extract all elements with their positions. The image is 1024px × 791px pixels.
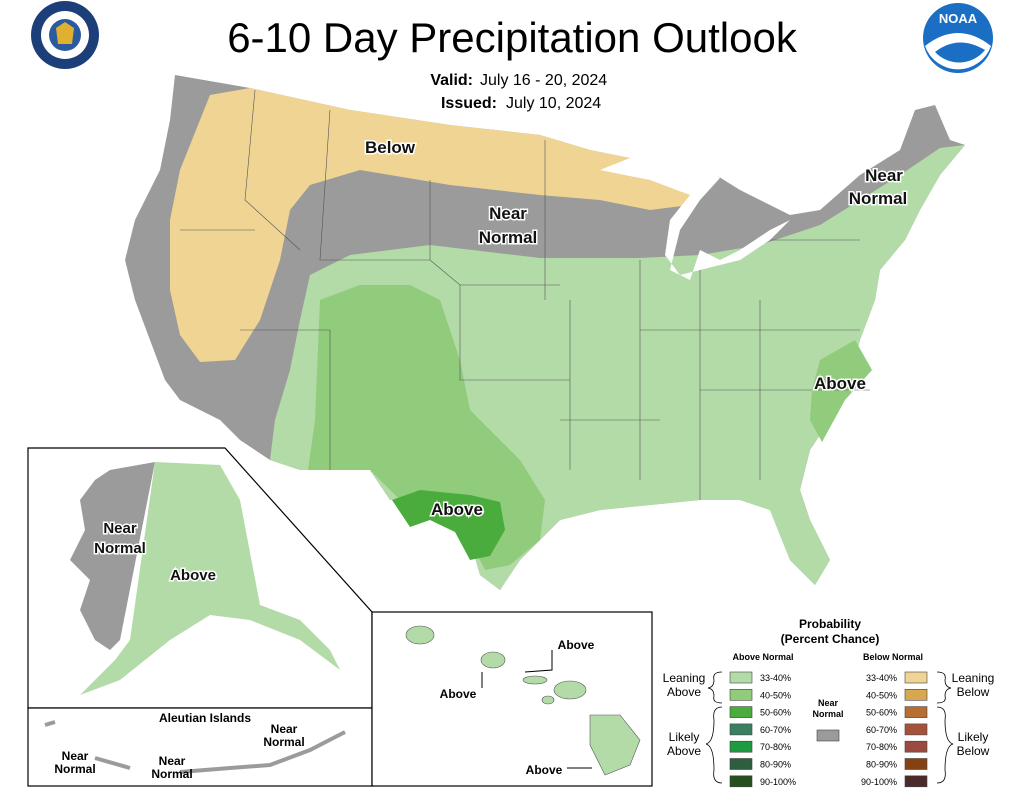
legend-item-label: 70-80% <box>866 742 897 752</box>
column-title: Above Normal <box>732 652 793 662</box>
legend-swatch <box>729 740 753 753</box>
alaska-near-normal <box>70 462 155 650</box>
legend-swatch <box>904 740 928 753</box>
island <box>405 625 435 645</box>
legend-swatch <box>904 758 928 770</box>
legend-swatch <box>904 775 928 788</box>
conus-label: Normal <box>849 189 908 208</box>
near-normal-label: Normal <box>812 709 843 719</box>
aleutians-label: Normal <box>54 762 95 776</box>
hawaii-label: Above <box>440 687 477 701</box>
aleutians-label: Normal <box>263 735 304 749</box>
legend-swatch <box>729 706 753 718</box>
legend-swatch <box>729 723 753 736</box>
legend-swatch <box>729 688 753 701</box>
legend-swatch <box>729 758 753 770</box>
commerce-seal <box>31 1 99 69</box>
legend-item-label: 60-70% <box>866 725 897 735</box>
state-lines <box>180 89 870 500</box>
legend-swatch <box>904 723 928 736</box>
alaska-label: Above <box>170 567 216 584</box>
aleutians-label: Near <box>62 749 89 763</box>
conus-above-50 <box>392 490 505 560</box>
logo-text: NOAA <box>939 11 978 26</box>
legend-item-label: 33-40% <box>760 673 791 683</box>
aleutians-label: Normal <box>151 767 192 781</box>
legend-swatch <box>904 706 928 718</box>
alaska-label: Near <box>103 520 137 537</box>
legend-title: Probability <box>799 617 861 631</box>
legend-item-label: 90-100% <box>861 777 897 787</box>
island <box>480 651 506 669</box>
conus: Below Near Normal Near Normal Above Abov… <box>125 75 965 590</box>
group-label: Leaning <box>952 671 995 685</box>
group-label: Below <box>957 744 990 758</box>
group-label: Likely <box>958 730 989 744</box>
legend-item-label: 40-50% <box>866 690 897 700</box>
legend-item-label: 50-60% <box>866 708 897 718</box>
island <box>553 680 587 700</box>
legend-swatch <box>729 775 753 788</box>
conus-label: Near <box>865 166 903 185</box>
aleutian-chain <box>44 720 346 774</box>
column-title: Below Normal <box>863 652 923 662</box>
conus-label: Above <box>814 374 866 393</box>
issued-date: July 10, 2024 <box>506 95 601 112</box>
legend-item-label: 33-40% <box>866 673 897 683</box>
legend-title: (Percent Chance) <box>781 632 880 646</box>
aleutians-label: Near <box>271 722 298 736</box>
legend-swatch <box>729 671 753 684</box>
island <box>541 695 555 705</box>
legend-item-label: 60-70% <box>760 725 791 735</box>
legend-item-label: 80-90% <box>866 760 897 770</box>
conus-label: Normal <box>479 228 538 247</box>
conus-above-40-nc <box>810 340 872 442</box>
issued-label: Issued: <box>441 95 497 112</box>
legend-swatch <box>904 688 928 701</box>
legend-item-label: 90-100% <box>760 777 796 787</box>
hawaii-inset: Above Above Above <box>371 611 653 787</box>
aleutians-title: Aleutian Islands <box>159 711 251 725</box>
conus-label: Above <box>431 500 483 519</box>
legend-braces <box>705 671 954 784</box>
group-label: Above <box>667 685 701 699</box>
island <box>589 714 641 776</box>
hawaii-label: Above <box>526 763 563 777</box>
alaska-label: Normal <box>94 540 146 557</box>
group-label: Below <box>957 685 990 699</box>
group-label: Likely <box>669 730 700 744</box>
hawaii-label: Above <box>558 638 595 652</box>
conus-below <box>170 88 715 362</box>
legend: Probability (Percent Chance) Above Norma… <box>663 617 995 788</box>
conus-label: Near <box>489 204 527 223</box>
legend-item-label: 50-60% <box>760 708 791 718</box>
legend-swatch <box>904 671 928 684</box>
alaska-inset: Near Normal Above <box>27 447 373 709</box>
aleutians-inset: Aleutian Islands Near Normal Near Normal… <box>27 707 373 787</box>
title: 6-10 Day Precipitation Outlook <box>227 14 798 61</box>
conus-label: Below <box>365 138 416 157</box>
group-label: Above <box>667 744 701 758</box>
alaska-above <box>80 462 340 695</box>
island <box>522 675 548 685</box>
near-normal-label: Near <box>818 698 839 708</box>
great-lakes <box>600 150 790 280</box>
near-normal-swatch <box>816 729 840 742</box>
aleutians-label: Near <box>159 754 186 768</box>
legend-item-label: 70-80% <box>760 742 791 752</box>
noaa-logo: NOAA <box>923 3 993 73</box>
legend-item-label: 40-50% <box>760 690 791 700</box>
valid-dates: July 16 - 20, 2024 <box>480 72 607 89</box>
legend-item-label: 80-90% <box>760 760 791 770</box>
valid-label: Valid: <box>430 72 473 89</box>
group-label: Leaning <box>663 671 706 685</box>
